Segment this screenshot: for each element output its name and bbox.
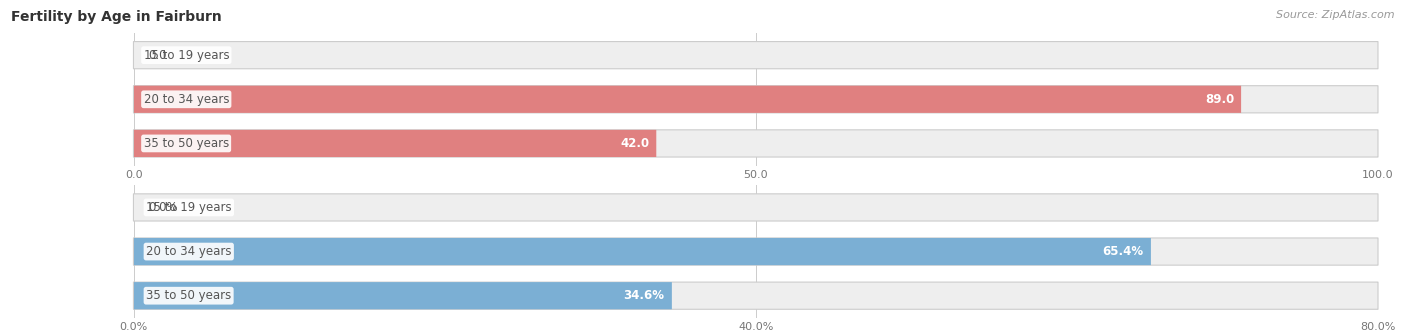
Text: 0.0: 0.0: [149, 49, 167, 62]
Text: 15 to 19 years: 15 to 19 years: [143, 49, 229, 62]
Text: 20 to 34 years: 20 to 34 years: [146, 245, 232, 258]
Text: 15 to 19 years: 15 to 19 years: [146, 201, 232, 214]
Text: 42.0: 42.0: [621, 137, 650, 150]
Text: Source: ZipAtlas.com: Source: ZipAtlas.com: [1277, 10, 1395, 20]
Text: 35 to 50 years: 35 to 50 years: [143, 137, 229, 150]
FancyBboxPatch shape: [134, 282, 1378, 309]
FancyBboxPatch shape: [134, 86, 1378, 113]
Text: 65.4%: 65.4%: [1102, 245, 1143, 258]
FancyBboxPatch shape: [134, 238, 1152, 265]
Text: 0.0%: 0.0%: [149, 201, 179, 214]
FancyBboxPatch shape: [134, 130, 657, 157]
Text: 89.0: 89.0: [1205, 93, 1234, 106]
FancyBboxPatch shape: [134, 238, 1378, 265]
FancyBboxPatch shape: [134, 86, 1241, 113]
Text: 34.6%: 34.6%: [623, 289, 664, 302]
Text: Fertility by Age in Fairburn: Fertility by Age in Fairburn: [11, 10, 222, 24]
Text: 20 to 34 years: 20 to 34 years: [143, 93, 229, 106]
FancyBboxPatch shape: [134, 282, 672, 309]
FancyBboxPatch shape: [134, 130, 1378, 157]
FancyBboxPatch shape: [134, 194, 1378, 221]
Text: 35 to 50 years: 35 to 50 years: [146, 289, 231, 302]
FancyBboxPatch shape: [134, 42, 1378, 69]
